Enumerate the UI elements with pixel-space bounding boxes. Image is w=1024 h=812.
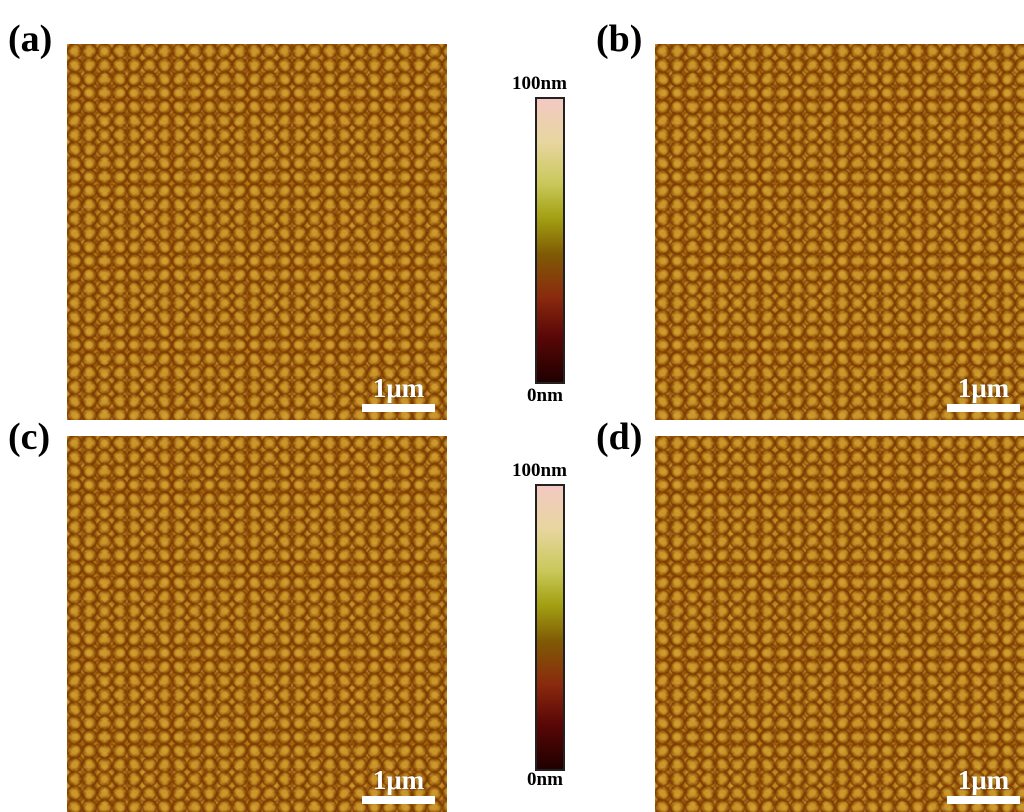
scale-bar-c: 1μm	[362, 767, 435, 804]
colorbar-top-max-label: 100nm	[512, 73, 567, 94]
panel-label-b: (b)	[596, 18, 643, 60]
colorbar-top-min-label: 0nm	[527, 385, 563, 406]
scale-bar-label-d: 1μm	[957, 765, 1010, 795]
colorbar-bottom-max-label: 100nm	[512, 460, 567, 481]
afm-image-d: 1μm	[655, 436, 1024, 812]
colorbar-top-gradient	[535, 97, 565, 384]
scale-bar-label-b: 1μm	[957, 373, 1010, 403]
scale-bar-a: 1μm	[362, 375, 435, 412]
colorbar-top	[535, 97, 565, 384]
scale-bar-label-a: 1μm	[372, 373, 425, 403]
afm-image-b: 1μm	[655, 44, 1024, 420]
colorbar-bottom	[535, 484, 565, 771]
panel-label-a: (a)	[8, 18, 53, 60]
panel-label-d: (d)	[596, 416, 643, 458]
scale-bar-line-a	[362, 404, 435, 412]
afm-image-a: 1μm	[67, 44, 447, 420]
scale-bar-label-c: 1μm	[372, 765, 425, 795]
afm-image-c: 1μm	[67, 436, 447, 812]
scale-bar-line-c	[362, 796, 435, 804]
colorbar-bottom-gradient	[535, 484, 565, 771]
scale-bar-line-d	[947, 796, 1020, 804]
panel-label-c: (c)	[8, 416, 51, 458]
scale-bar-line-b	[947, 404, 1020, 412]
scale-bar-d: 1μm	[947, 767, 1020, 804]
colorbar-bottom-min-label: 0nm	[527, 769, 563, 790]
scale-bar-b: 1μm	[947, 375, 1020, 412]
